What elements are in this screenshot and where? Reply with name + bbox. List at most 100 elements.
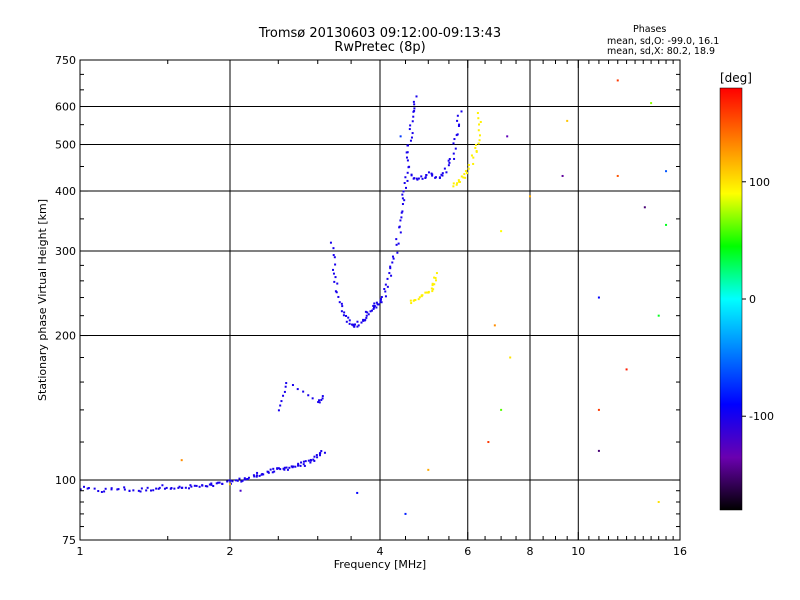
trace-point [100,491,103,494]
trace-point [340,302,343,305]
trace-point [379,299,382,302]
trace-point [452,185,455,188]
trace-point [137,489,140,492]
trace-point [288,466,291,469]
trace-point [458,123,461,126]
trace-point [318,401,321,404]
trace-point [302,460,305,463]
trace-point [416,178,419,181]
scatter-point [657,314,660,317]
trace-point [453,138,456,141]
colorbar-label: [deg] [720,71,752,85]
trace-point [406,171,409,174]
colorbar-ticks: 100 0 -100 [742,176,774,423]
trace-point [391,261,394,264]
trace-point [409,299,412,302]
scatter-point [566,119,569,122]
trace-point [456,119,459,122]
trace-point [286,468,289,471]
y-tick-label: 600 [55,101,76,114]
trace-point [279,404,282,407]
scatter-point [597,296,600,299]
trace-point [243,478,246,481]
trace-point [406,151,409,154]
trace-point [415,177,418,180]
trace-point [432,288,435,291]
trace-point [452,182,455,185]
trace-point [271,471,274,474]
trace-point [478,134,481,137]
trace-point [431,174,434,177]
trace-point [425,291,428,294]
trace-point [204,485,207,488]
trace-point [431,284,434,287]
trace-point [380,296,383,299]
trace-point [352,324,355,327]
y-tick-label: 400 [55,185,76,198]
trace-point [413,103,416,106]
trace-point [277,467,280,470]
trace-point [454,147,457,150]
trace-point [238,477,241,480]
trace-point [332,272,335,275]
trace-point [157,487,160,490]
trace-point [279,468,282,471]
trace-point [357,324,360,327]
trace-point [123,488,126,491]
trace-point [430,287,433,290]
trace-point [189,484,192,487]
trace-point [365,314,368,317]
trace-point [463,173,466,176]
phases-x-stats: mean, sd,X: 80.2, 18.9 [607,46,716,57]
trace-point [420,295,423,298]
trace-point [198,485,201,488]
trace-point [472,162,475,165]
y-tick-label: 200 [55,330,76,343]
trace-point [379,297,382,300]
scatter-point [616,174,619,177]
trace-point [373,302,376,305]
trace-point [309,458,312,461]
trace-point [103,490,106,493]
trace-point [408,128,411,131]
trace-point [408,165,411,168]
trace-point [386,285,389,288]
trace-point [116,488,119,491]
trace-point [411,120,414,123]
trace-point [294,465,297,468]
trace-point [299,464,302,467]
trace-point [258,474,261,477]
scatter-point [625,368,628,371]
trace-point [373,306,376,309]
trace-point [269,468,272,471]
trace-point [285,466,288,469]
scatter-point [506,135,509,138]
trace-point [309,461,312,464]
trace-point [341,305,344,308]
trace-point [229,479,232,482]
trace-point [190,485,193,488]
trace-point [391,255,394,258]
trace-point [284,385,287,388]
phases-o-stats: mean, sd,O: -99.0, 16.1 [607,36,720,47]
trace-point [405,156,408,159]
trace-point [424,176,427,179]
trace-point [388,272,391,275]
x-axis-label: Frequency [MHz] [334,558,426,571]
trace-point [320,398,323,401]
trace-point [447,164,450,167]
trace-point [467,167,470,170]
scatter-point [500,408,503,411]
trace-point [296,388,299,391]
trace-point [83,485,86,488]
trace-point [345,314,348,317]
trace-point [404,176,407,179]
trace-point [464,176,467,179]
trace-point [311,397,314,400]
trace-point [464,170,467,173]
trace-point [399,219,402,222]
trace-point [440,173,443,176]
x-tick-label: 16 [673,545,687,558]
scatter-point [616,79,619,82]
trace-point [354,323,357,326]
